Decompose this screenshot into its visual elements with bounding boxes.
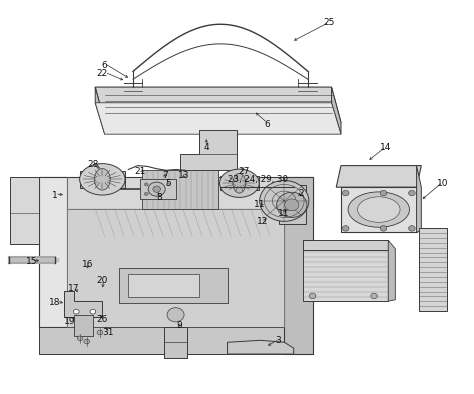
Polygon shape xyxy=(95,87,341,123)
Circle shape xyxy=(409,226,415,231)
Ellipse shape xyxy=(219,169,259,197)
Polygon shape xyxy=(303,250,388,301)
Text: 3: 3 xyxy=(276,336,282,345)
Polygon shape xyxy=(38,177,67,327)
Circle shape xyxy=(73,309,79,314)
Polygon shape xyxy=(10,177,38,244)
Polygon shape xyxy=(164,327,187,358)
Circle shape xyxy=(285,199,299,211)
Polygon shape xyxy=(119,268,228,303)
Polygon shape xyxy=(336,165,421,187)
Polygon shape xyxy=(279,185,306,225)
Polygon shape xyxy=(95,87,105,134)
Text: 23, 24, 29, 30: 23, 24, 29, 30 xyxy=(228,175,288,184)
Text: 27: 27 xyxy=(238,167,250,176)
Text: 11: 11 xyxy=(278,209,289,218)
Circle shape xyxy=(148,182,165,196)
Polygon shape xyxy=(228,340,294,354)
Circle shape xyxy=(90,309,96,314)
Polygon shape xyxy=(74,315,93,336)
Polygon shape xyxy=(219,176,259,190)
Circle shape xyxy=(371,293,377,299)
Circle shape xyxy=(380,190,387,196)
Text: 21: 21 xyxy=(135,167,146,176)
Polygon shape xyxy=(284,177,313,354)
Polygon shape xyxy=(128,273,199,297)
Polygon shape xyxy=(140,179,175,199)
Text: 5: 5 xyxy=(165,179,171,188)
Circle shape xyxy=(97,330,103,335)
Text: 14: 14 xyxy=(380,143,392,152)
Polygon shape xyxy=(67,209,284,327)
Text: 12: 12 xyxy=(257,217,269,226)
Circle shape xyxy=(145,192,148,195)
Text: 16: 16 xyxy=(82,260,94,269)
Polygon shape xyxy=(80,171,125,188)
Circle shape xyxy=(342,190,349,196)
Text: 18: 18 xyxy=(49,298,61,307)
Circle shape xyxy=(77,336,83,341)
Polygon shape xyxy=(419,229,447,311)
Circle shape xyxy=(310,293,316,299)
Ellipse shape xyxy=(94,169,110,190)
Text: 9: 9 xyxy=(176,321,182,330)
Text: 25: 25 xyxy=(323,18,335,27)
Text: 13: 13 xyxy=(178,171,190,180)
Text: 1: 1 xyxy=(52,191,58,199)
Polygon shape xyxy=(303,240,388,250)
Circle shape xyxy=(145,183,148,186)
Text: 17: 17 xyxy=(68,284,80,293)
Polygon shape xyxy=(95,103,341,134)
Circle shape xyxy=(260,180,309,221)
Polygon shape xyxy=(143,169,218,209)
Polygon shape xyxy=(417,165,421,232)
Text: 4: 4 xyxy=(203,143,209,152)
Polygon shape xyxy=(38,327,313,354)
Circle shape xyxy=(167,308,184,322)
Text: 10: 10 xyxy=(437,179,448,188)
Polygon shape xyxy=(341,187,417,232)
Text: 15: 15 xyxy=(26,257,37,266)
Text: 28: 28 xyxy=(87,160,99,169)
Polygon shape xyxy=(331,87,341,134)
Ellipse shape xyxy=(233,173,246,193)
Text: 31: 31 xyxy=(103,328,114,337)
Text: 6: 6 xyxy=(265,120,271,129)
Polygon shape xyxy=(388,240,395,301)
Text: 2: 2 xyxy=(298,189,304,197)
Circle shape xyxy=(409,190,415,196)
Ellipse shape xyxy=(80,164,125,195)
Circle shape xyxy=(153,186,160,192)
Text: 19: 19 xyxy=(64,317,75,326)
Text: 6: 6 xyxy=(102,61,108,70)
Circle shape xyxy=(277,192,307,217)
Circle shape xyxy=(342,226,349,231)
Polygon shape xyxy=(64,291,102,317)
Polygon shape xyxy=(180,130,237,169)
Circle shape xyxy=(84,339,90,344)
Ellipse shape xyxy=(348,192,410,227)
Text: 20: 20 xyxy=(97,276,108,285)
Text: 8: 8 xyxy=(156,193,162,201)
Text: 7: 7 xyxy=(162,171,168,180)
Ellipse shape xyxy=(357,197,400,222)
Circle shape xyxy=(380,226,387,231)
Text: 22: 22 xyxy=(97,69,108,78)
Text: 11: 11 xyxy=(254,201,265,209)
Text: 26: 26 xyxy=(97,315,108,324)
Polygon shape xyxy=(38,177,313,209)
